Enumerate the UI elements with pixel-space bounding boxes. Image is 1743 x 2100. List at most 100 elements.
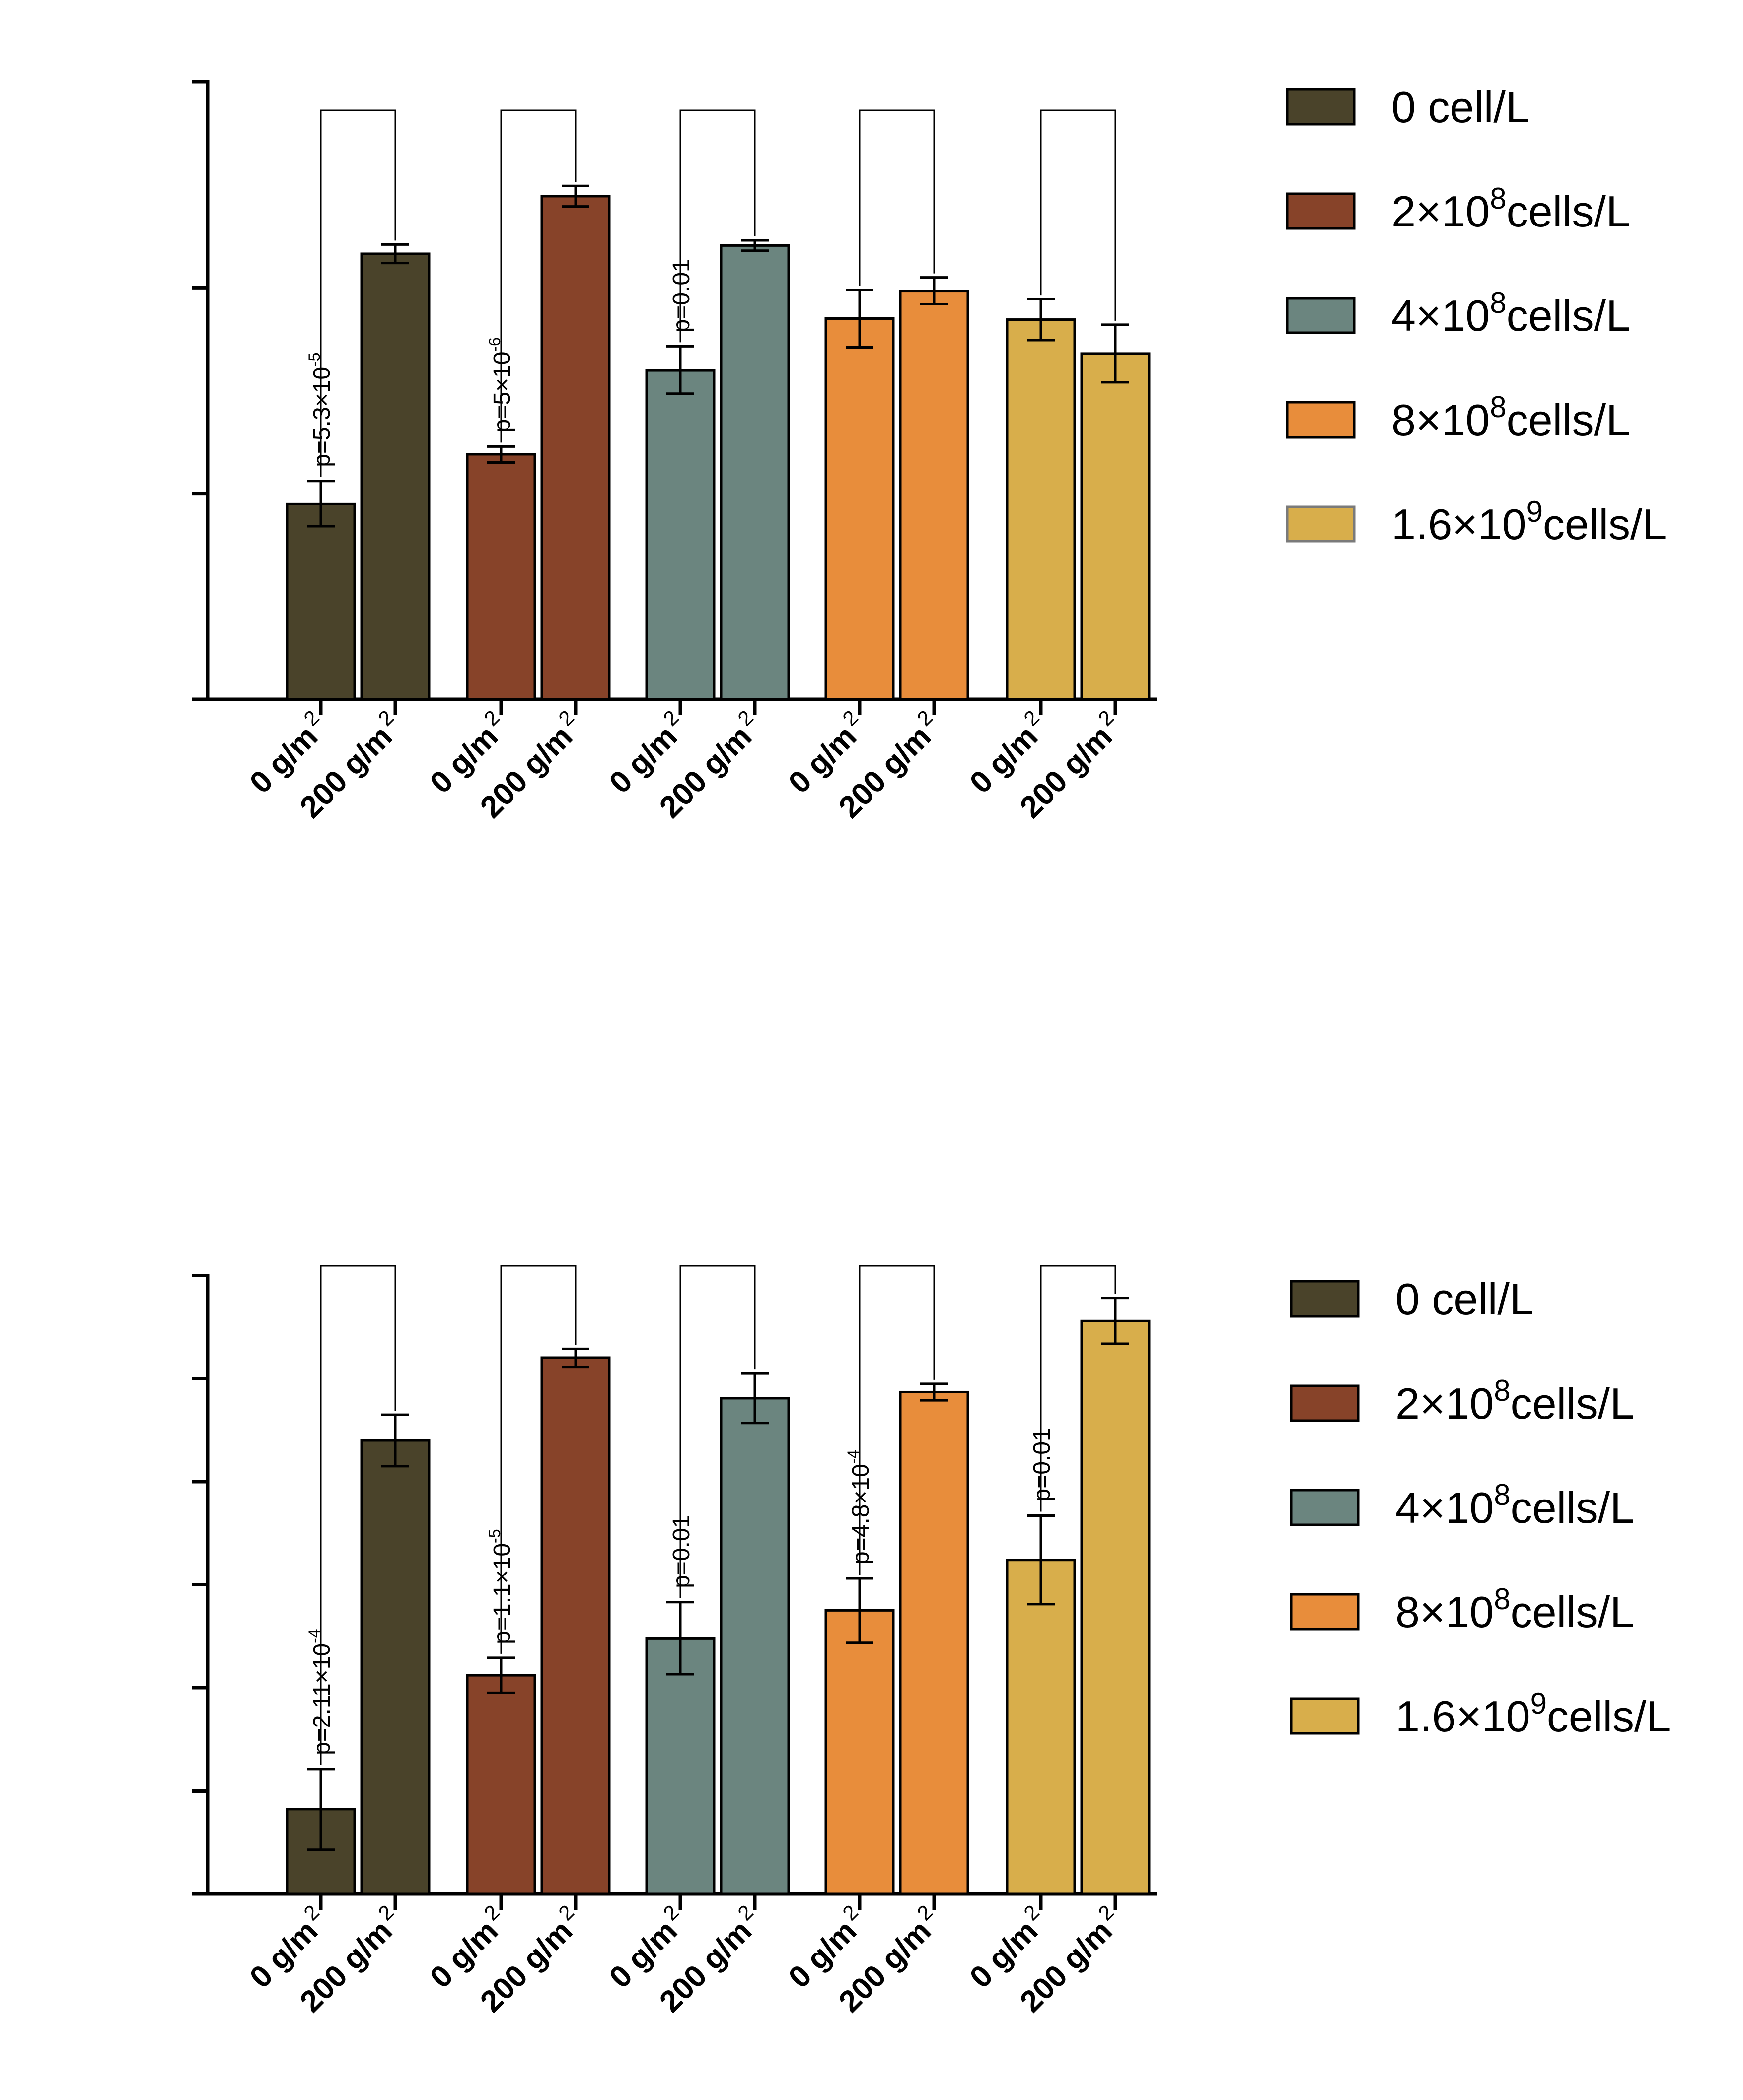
- p-value: p=5×10: [489, 352, 515, 433]
- p-value-label: p=0.01: [1029, 1428, 1055, 1501]
- legend-label-unit: cells/L: [1547, 1692, 1670, 1741]
- bar-200gm2: [540, 1356, 611, 1895]
- bar-0gm2: [1006, 1559, 1076, 1895]
- significance-bracket: [1040, 1265, 1116, 1512]
- significance-bracket: [1040, 109, 1116, 321]
- p-value-exponent: -4: [844, 1450, 862, 1464]
- bar-200gm2: [899, 1390, 969, 1895]
- p-value: p=2.11×10: [309, 1643, 335, 1755]
- legend-label-exponent: 8: [1494, 1374, 1510, 1407]
- legend-label: 0 cell/L: [1391, 82, 1530, 132]
- significance-bracket: [320, 109, 396, 477]
- legend-label-unit: cells/L: [1511, 1379, 1634, 1428]
- significance-bracket: [859, 109, 935, 286]
- bar-0gm2: [824, 317, 895, 701]
- significance-bracket: [500, 1265, 577, 1654]
- legend-swatch: [1290, 1489, 1360, 1526]
- legend-label-unit: cells/L: [1507, 291, 1630, 340]
- legend-swatch: [1290, 1280, 1360, 1318]
- bar-0gm2: [466, 453, 536, 701]
- legend-label-unit: cells/L: [1507, 395, 1630, 445]
- legend-label-base: 8×10: [1391, 395, 1490, 445]
- significance-bracket: [500, 109, 577, 443]
- bar-200gm2: [540, 195, 611, 701]
- p-value: p=0.01: [668, 259, 695, 332]
- p-value-label: p=5×10-6: [486, 337, 515, 432]
- p-value-label: p=5.3×10-5: [305, 352, 335, 467]
- legend-label-base: 1.6×10: [1391, 500, 1526, 549]
- bar-0gm2: [645, 1637, 716, 1895]
- legend-swatch: [1286, 297, 1356, 334]
- legend-label-base: 4×10: [1391, 291, 1490, 340]
- legend-label: 1.6×109cells/L: [1391, 495, 1667, 549]
- legend-swatch: [1286, 88, 1356, 126]
- legend-swatch: [1290, 1593, 1360, 1631]
- p-value-exponent: -5: [305, 352, 323, 366]
- legend-swatch: [1290, 1697, 1360, 1735]
- significance-bracket: [679, 109, 756, 343]
- legend-label-exponent: 8: [1494, 1582, 1510, 1616]
- significance-bracket: [320, 1265, 396, 1765]
- legend-label: 8×108cells/L: [1395, 1582, 1634, 1637]
- bar-200gm2: [899, 290, 969, 701]
- panel-a-legend: 0 cell/L2×108cells/L4×108cells/L8×108cel…: [1286, 82, 1667, 549]
- bar-0gm2: [824, 1609, 895, 1895]
- legend-label: 4×108cells/L: [1391, 286, 1630, 340]
- p-value-exponent: -4: [305, 1629, 323, 1643]
- p-value-label: p=2.11×10-4: [305, 1629, 335, 1755]
- bar-200gm2: [360, 252, 431, 701]
- p-value: p=0.01: [668, 1515, 695, 1588]
- p-value-label: p=0.01: [668, 1515, 695, 1588]
- bar-200gm2: [1080, 1319, 1151, 1895]
- p-value-label: p=1.1×10-5: [486, 1529, 515, 1644]
- p-value: p=5.3×10: [309, 367, 335, 467]
- legend-label-base: 0 cell/L: [1395, 1275, 1534, 1324]
- legend-label-exponent: 8: [1494, 1478, 1510, 1511]
- legend-label-exponent: 9: [1526, 495, 1543, 528]
- legend-label-unit: cells/L: [1511, 1483, 1634, 1532]
- legend-label: 1.6×109cells/L: [1395, 1687, 1670, 1741]
- bar-200gm2: [720, 1397, 790, 1895]
- legend-swatch: [1286, 192, 1356, 230]
- legend-label-base: 2×10: [1391, 187, 1490, 236]
- legend-label-unit: cells/L: [1543, 500, 1667, 549]
- legend-swatch: [1290, 1384, 1360, 1422]
- legend-label-base: 8×10: [1395, 1587, 1494, 1637]
- legend-label: 2×108cells/L: [1395, 1374, 1634, 1428]
- p-value: p=0.01: [1029, 1428, 1055, 1501]
- bar-0gm2: [286, 502, 356, 701]
- legend-label: 8×108cells/L: [1391, 390, 1630, 445]
- legend-label-unit: cells/L: [1507, 187, 1630, 236]
- legend-label-base: 1.6×10: [1395, 1692, 1530, 1741]
- p-value-label: p=4.8×10-4: [844, 1450, 874, 1565]
- p-value-exponent: -5: [486, 1529, 504, 1543]
- p-value: p=4.8×10: [848, 1464, 874, 1565]
- significance-bracket: [679, 1265, 756, 1598]
- legend-label-exponent: 8: [1490, 182, 1506, 215]
- p-value-exponent: -6: [486, 337, 504, 351]
- legend-label-base: 0 cell/L: [1391, 82, 1530, 132]
- bar-200gm2: [720, 244, 790, 701]
- bar-0gm2: [645, 369, 716, 701]
- legend-label: 4×108cells/L: [1395, 1478, 1634, 1532]
- p-value-label: p=0.01: [668, 259, 695, 332]
- legend-label-base: 2×10: [1395, 1379, 1494, 1428]
- legend-swatch: [1286, 505, 1356, 543]
- legend-label-base: 4×10: [1395, 1483, 1494, 1532]
- legend-label: 0 cell/L: [1395, 1275, 1534, 1324]
- legend-label-unit: cells/L: [1511, 1587, 1634, 1637]
- p-value: p=1.1×10: [489, 1543, 515, 1644]
- panel-b-legend: 0 cell/L2×108cells/L4×108cells/L8×108cel…: [1290, 1275, 1670, 1741]
- significance-bracket: [859, 1265, 935, 1575]
- bar-200gm2: [1080, 352, 1151, 701]
- legend-label-exponent: 8: [1490, 286, 1506, 319]
- legend-swatch: [1286, 401, 1356, 439]
- legend-label-exponent: 8: [1490, 390, 1506, 424]
- bar-0gm2: [1006, 318, 1076, 701]
- bar-200gm2: [360, 1439, 431, 1895]
- legend-label: 2×108cells/L: [1391, 182, 1630, 236]
- bar-0gm2: [466, 1674, 536, 1895]
